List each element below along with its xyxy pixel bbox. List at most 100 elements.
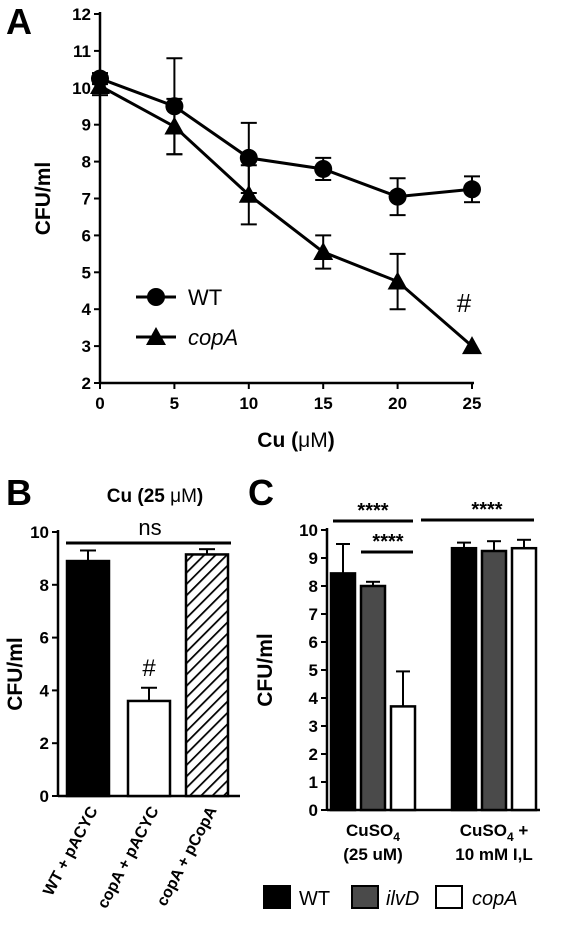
y-tick-label: 10 — [299, 521, 318, 540]
group-label: 10 mM I,L — [455, 845, 532, 864]
data-point-copA — [90, 75, 110, 94]
y-tick-label: 3 — [309, 717, 318, 736]
panel-a: A 2 3 4 5 6 7 8 9 10 11 12 0 5 10 15 20 25 Cu (μM) CFU/ml WT… — [6, 1, 482, 452]
chart-title-part: Cu (25 — [107, 486, 170, 507]
legend-label: WT — [299, 888, 330, 910]
bar — [65, 559, 111, 798]
panel-letter: B — [6, 472, 32, 513]
chart-title: Cu (25 μM) — [107, 486, 203, 507]
annotation-ns: ns — [138, 515, 161, 540]
y-tick-label: 7 — [309, 605, 318, 624]
bar-copA — [510, 546, 538, 812]
group-label: (25 uM) — [343, 845, 403, 864]
y-tick-label: 6 — [40, 629, 49, 648]
legend-swatch-WT — [263, 885, 291, 909]
y-tick-label: 5 — [309, 661, 318, 680]
legend-label: copA — [472, 888, 518, 910]
legend-label: ilvD — [386, 888, 419, 910]
legend-swatch-copA — [435, 885, 463, 909]
y-tick-label: 4 — [82, 300, 92, 319]
bar-ilvD — [480, 549, 508, 812]
legend-marker — [146, 327, 166, 345]
y-axis-label: CFU/ml — [254, 633, 277, 707]
x-axis-label: Cu (μM) — [257, 429, 334, 452]
data-point-WT — [463, 180, 481, 199]
y-tick-label: 1 — [309, 773, 318, 792]
y-tick-label: 2 — [309, 745, 318, 764]
category-label: copA + pACYC — [95, 804, 163, 912]
chart-title-part: μM — [170, 486, 197, 507]
legend-marker — [147, 288, 165, 306]
panel-letter: C — [248, 472, 274, 513]
data-point-WT — [314, 159, 333, 178]
y-tick-label: 0 — [309, 801, 318, 820]
data-point-copA — [462, 336, 482, 355]
group-label-subscript: 4 — [393, 830, 400, 844]
y-axis-label: CFU/ml — [32, 162, 55, 236]
x-tick-label: 15 — [314, 394, 333, 413]
data-point-copA — [313, 242, 334, 261]
series-line-copA — [99, 84, 473, 348]
chart-title-part: ) — [197, 486, 203, 507]
y-tick-label: 12 — [72, 5, 91, 24]
group-label-part: CuSO — [460, 821, 507, 840]
y-tick-label: 6 — [309, 633, 318, 652]
bar-WT — [329, 572, 357, 812]
y-tick-label: 9 — [309, 549, 318, 568]
y-tick-label: 4 — [309, 689, 319, 708]
y-tick-label: 8 — [40, 576, 49, 595]
data-point-WT — [239, 148, 258, 167]
x-axis-label-part: μM — [298, 429, 328, 452]
significance-stars: **** — [357, 500, 388, 522]
y-tick-label: 5 — [82, 263, 91, 282]
bar-WT — [450, 546, 478, 812]
group-label-subscript: 4 — [507, 830, 514, 844]
y-tick-label: 10 — [30, 523, 49, 542]
annotation-hash: # — [142, 655, 156, 682]
series-line-WT — [99, 77, 473, 199]
y-tick-label: 3 — [82, 337, 91, 356]
group-label: CuSO4 — [346, 821, 400, 844]
y-tick-label: 8 — [82, 153, 91, 172]
y-tick-label: 4 — [40, 681, 50, 700]
data-point-WT — [388, 187, 407, 206]
legend-label: WT — [188, 285, 222, 310]
category-label: copA + pCopA — [154, 804, 221, 910]
x-axis-label-part: ) — [328, 429, 335, 452]
group-label-part: + — [514, 821, 529, 840]
panel-letter: A — [6, 1, 32, 42]
y-tick-label: 6 — [82, 226, 91, 245]
x-tick-label: 10 — [239, 394, 258, 413]
bar-ilvD — [359, 584, 387, 812]
y-tick-label: 8 — [309, 577, 318, 596]
annotation-hash: # — [457, 288, 472, 318]
significance-stars: **** — [372, 531, 403, 553]
data-point-copA — [164, 116, 185, 135]
y-tick-label: 7 — [82, 190, 91, 209]
bar-copA — [389, 705, 417, 812]
x-tick-label: 5 — [170, 394, 179, 413]
y-tick-label: 2 — [40, 734, 49, 753]
data-point-copA — [387, 271, 408, 290]
bar — [184, 553, 230, 798]
x-tick-label: 25 — [463, 394, 482, 413]
category-label: WT + pACYC — [40, 804, 101, 899]
y-tick-label: 2 — [82, 374, 91, 393]
y-tick-label: 9 — [82, 116, 91, 135]
data-point-copA — [238, 184, 259, 203]
x-tick-label: 0 — [95, 394, 104, 413]
y-tick-label: 11 — [73, 42, 91, 61]
group-label: CuSO4 + — [460, 821, 529, 844]
y-axis-label: CFU/ml — [4, 637, 27, 711]
legend-swatch-ilvD — [351, 885, 379, 909]
bar — [126, 699, 172, 798]
x-tick-label: 20 — [388, 394, 407, 413]
legend-label: copA — [188, 325, 238, 350]
group-label-part: CuSO — [346, 821, 393, 840]
y-tick-label: 0 — [40, 787, 49, 806]
x-axis-label-part: Cu ( — [257, 429, 298, 452]
y-tick-label: 10 — [72, 79, 91, 98]
